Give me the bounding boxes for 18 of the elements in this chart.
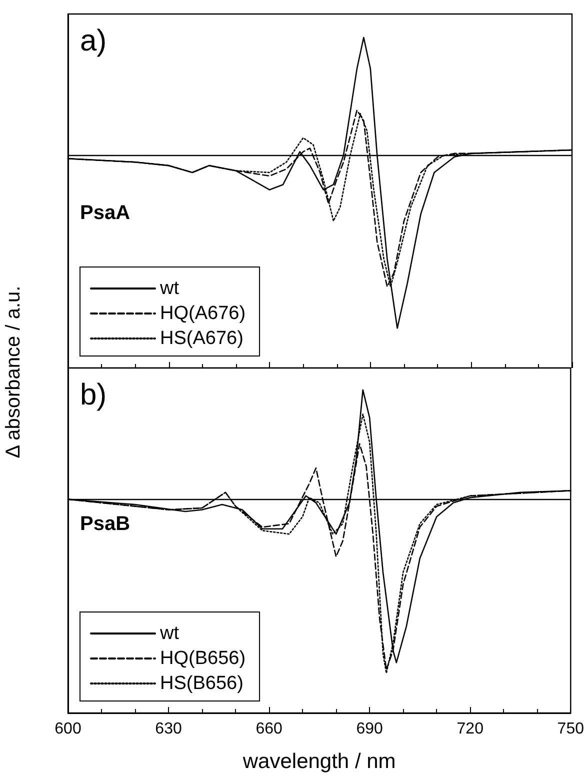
legend-label: wt — [159, 278, 180, 299]
x-tick-label: 750 — [557, 720, 584, 738]
x-tick-label: 720 — [456, 720, 484, 738]
legend-label: HS(B656) — [160, 673, 244, 694]
annotation: a) — [80, 24, 107, 58]
y-axis-title: Δ absorbance / a.u. — [2, 286, 26, 458]
legend-label: HQ(B656) — [160, 648, 246, 669]
annotation: b) — [80, 378, 107, 412]
annotation: PsaB — [80, 513, 130, 535]
x-tick-label: 630 — [155, 720, 182, 738]
x-tick-label: 690 — [356, 720, 384, 738]
x-axis-title: wavelength / nm — [242, 750, 396, 773]
legend-label: HQ(A676) — [160, 303, 246, 324]
legend-label: HS(A676) — [160, 328, 244, 349]
x-tick-label: 600 — [54, 720, 82, 738]
legend-label: wt — [159, 623, 180, 644]
annotation: PsaA — [80, 202, 130, 224]
x-tick-label: 660 — [256, 720, 283, 738]
